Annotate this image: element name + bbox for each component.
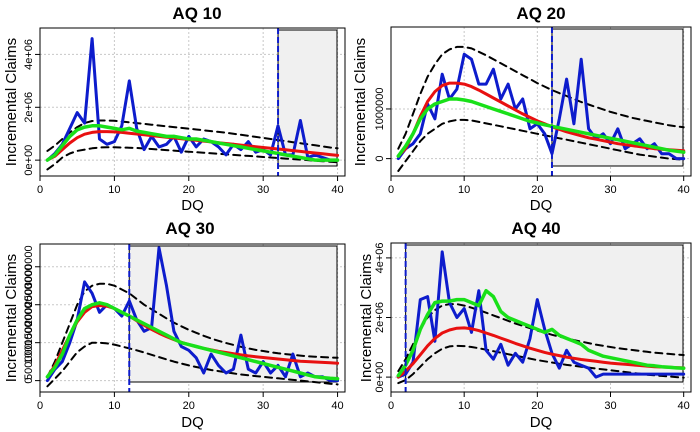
y-tick-label: 2000000 bbox=[23, 283, 35, 326]
y-tick-label: 0 bbox=[374, 156, 386, 162]
x-tick-label: 40 bbox=[331, 400, 343, 412]
x-tick-label: 30 bbox=[257, 184, 269, 196]
series-lower bbox=[397, 118, 685, 172]
y-tick-label: 2e+06 bbox=[374, 302, 386, 333]
series-lower bbox=[46, 341, 339, 388]
plot-frame bbox=[39, 243, 346, 393]
series-lower bbox=[46, 146, 339, 171]
plot-frame bbox=[39, 27, 346, 177]
x-tick-label: 40 bbox=[678, 400, 690, 412]
panel-1: 0 10 20 30 40 0e+00 2e+06 4e+06 AQ 10 DQ Increment… bbox=[3, 4, 346, 214]
series-observed bbox=[396, 250, 686, 379]
x-tick-label: 10 bbox=[458, 184, 470, 196]
series-green bbox=[396, 97, 686, 158]
x-tick-label: 20 bbox=[183, 184, 195, 196]
panel-2: 0 10 20 30 40 0 1000000 AQ 20 DQ Incremental Clai… bbox=[352, 4, 692, 214]
x-tick-label: 0 bbox=[37, 400, 43, 412]
y-tick-label: 0e+00 bbox=[374, 362, 386, 393]
series-green bbox=[45, 124, 340, 162]
y-tick-label: 4e+06 bbox=[23, 39, 35, 70]
x-tick-label: 40 bbox=[678, 184, 690, 196]
x-tick-label: 10 bbox=[458, 400, 470, 412]
chart-title: AQ 40 bbox=[511, 219, 560, 238]
chart-title: AQ 30 bbox=[165, 219, 214, 238]
x-tick-label: 0 bbox=[388, 184, 394, 196]
x-tick-label: 0 bbox=[388, 400, 394, 412]
x-axis-label: DQ bbox=[530, 414, 553, 431]
y-tick-label: 0e+00 bbox=[23, 145, 35, 176]
series-upper bbox=[397, 45, 685, 150]
chart-title: AQ 10 bbox=[172, 4, 221, 23]
y-tick-label: 500000 bbox=[23, 343, 35, 380]
shaded-region bbox=[277, 29, 338, 167]
x-axis-label: DQ bbox=[181, 197, 204, 214]
x-axis-label: DQ bbox=[181, 414, 204, 431]
series-red bbox=[396, 326, 686, 379]
x-tick-label: 30 bbox=[257, 400, 269, 412]
y-tick-label: 4e+06 bbox=[374, 242, 386, 273]
panel-4: 0 10 20 30 40 0e+00 2e+06 4e+06 AQ 40 DQ Increment… bbox=[358, 219, 692, 431]
y-tick-label: 2500000 bbox=[23, 264, 35, 307]
y-axis-label: Incremental Claims bbox=[352, 38, 369, 166]
x-tick-label: 10 bbox=[108, 184, 120, 196]
series-observed bbox=[396, 52, 686, 161]
y-tick-label: 1000000 bbox=[23, 321, 35, 364]
y-tick-label: 1500000 bbox=[23, 302, 35, 345]
x-axis-label: DQ bbox=[530, 197, 553, 214]
x-tick-label: 30 bbox=[604, 400, 616, 412]
grid bbox=[39, 28, 345, 176]
x-tick-label: 0 bbox=[37, 184, 43, 196]
x-tick-label: 20 bbox=[531, 184, 543, 196]
x-tick-label: 20 bbox=[531, 400, 543, 412]
y-tick-label: 2e+06 bbox=[23, 92, 35, 123]
shaded-region bbox=[405, 244, 684, 383]
y-axis-label: Incremental Claims bbox=[3, 38, 20, 166]
chart-title: AQ 20 bbox=[516, 4, 565, 23]
x-tick-label: 20 bbox=[183, 400, 195, 412]
series-green bbox=[45, 301, 340, 381]
y-tick-label: 1000000 bbox=[374, 88, 386, 131]
y-tick-label: 3000000 bbox=[23, 245, 35, 288]
series-green bbox=[396, 288, 686, 378]
plot-frame bbox=[390, 26, 692, 177]
y-axis-label: Incremental Claims bbox=[3, 254, 20, 382]
x-tick-label: 10 bbox=[108, 400, 120, 412]
y-axis-label: Incremental Claims bbox=[358, 254, 375, 382]
x-tick-label: 30 bbox=[604, 184, 616, 196]
series-upper bbox=[46, 119, 339, 152]
x-tick-label: 40 bbox=[331, 184, 343, 196]
y-tick-label: 0 bbox=[23, 378, 35, 384]
series-upper bbox=[46, 282, 339, 378]
